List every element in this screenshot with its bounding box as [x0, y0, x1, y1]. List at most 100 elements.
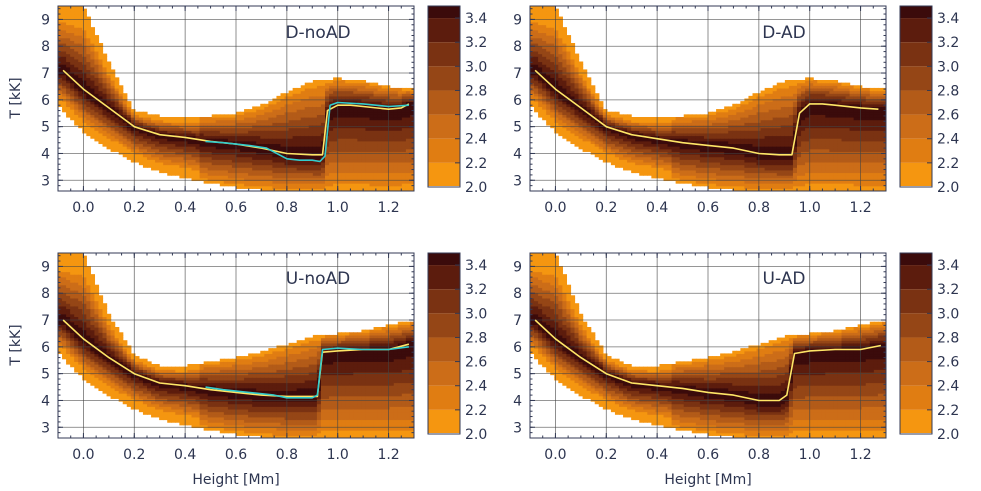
heatmap-cell	[772, 172, 778, 176]
heatmap-cell	[389, 101, 395, 105]
heatmap-cell	[570, 50, 576, 55]
heatmap-cell	[663, 148, 669, 152]
heatmap-cell	[675, 130, 681, 134]
heatmap-cell	[695, 148, 701, 152]
heatmap-cell	[90, 95, 96, 100]
heatmap-cell	[683, 146, 689, 150]
heatmap-cell	[296, 93, 302, 97]
heatmap-cell	[393, 135, 399, 139]
heatmap-cell	[236, 135, 241, 139]
heatmap-cell	[236, 177, 241, 182]
heatmap-cell	[138, 111, 144, 115]
heatmap-cell	[114, 135, 120, 139]
heatmap-cell	[264, 164, 269, 168]
heatmap-cell	[341, 132, 346, 137]
heatmap-cell	[86, 58, 91, 63]
heatmap-cell	[304, 111, 310, 115]
heatmap-cell	[236, 180, 241, 184]
heatmap-cell	[353, 114, 358, 118]
x-tick-label: 0.2	[123, 200, 145, 216]
heatmap-cell	[122, 143, 128, 147]
heatmap-cell	[627, 167, 632, 171]
heatmap-cell	[357, 127, 363, 131]
heatmap-cell	[393, 151, 399, 155]
heatmap-cell	[530, 48, 535, 52]
heatmap-cell	[353, 80, 358, 84]
heatmap-cell	[276, 180, 282, 184]
heatmap-cell	[78, 53, 83, 57]
heatmap-cell	[377, 183, 383, 187]
heatmap-cell	[296, 132, 302, 137]
heatmap-cell	[240, 146, 245, 150]
mean-curve-cyan	[205, 101, 409, 163]
heatmap-cell	[530, 29, 535, 34]
heatmap-cell	[288, 93, 294, 97]
heatmap-cell	[716, 132, 721, 137]
heatmap-cell	[296, 106, 302, 110]
heatmap-cell	[703, 169, 709, 174]
heatmap-cell	[155, 146, 160, 150]
heatmap-cell	[345, 183, 350, 187]
heatmap-cell	[316, 169, 322, 174]
heatmap-cell	[764, 87, 770, 92]
heatmap-cell	[333, 154, 338, 158]
heatmap-cell	[546, 11, 551, 15]
heatmap-cell	[542, 6, 547, 10]
heatmap-cell	[377, 185, 383, 189]
heatmap-cell	[558, 16, 563, 20]
heatmap-cell	[647, 151, 652, 155]
heatmap-cell	[659, 146, 665, 150]
heatmap-cell	[280, 156, 286, 160]
heatmap-cell	[341, 119, 346, 123]
heatmap-cell	[659, 172, 665, 176]
heatmap-cell	[227, 135, 233, 139]
heatmap-cell	[203, 151, 209, 155]
heatmap-cell	[236, 148, 241, 152]
heatmap-cell	[231, 122, 237, 126]
heatmap-cell	[724, 159, 729, 163]
heatmap-cell	[248, 109, 253, 113]
heatmap-cell	[663, 130, 669, 134]
heatmap-cell	[558, 106, 563, 110]
heatmap-cell	[66, 82, 71, 86]
heatmap-cell	[740, 185, 746, 189]
heatmap-cell	[272, 106, 278, 110]
heatmap-cell	[102, 61, 108, 65]
heatmap-cell	[260, 135, 265, 139]
heatmap-cell	[772, 85, 778, 89]
heatmap-cell	[151, 156, 156, 160]
heatmap-cell	[594, 93, 600, 97]
heatmap-cell	[231, 140, 237, 145]
heatmap-cell	[70, 117, 75, 121]
heatmap-cell	[66, 111, 71, 115]
heatmap-cell	[687, 143, 693, 147]
heatmap-cell	[716, 130, 721, 134]
heatmap-cell	[393, 188, 399, 191]
heatmap-cell	[292, 175, 298, 179]
heatmap-cell	[720, 135, 725, 139]
heatmap-cell	[151, 117, 156, 121]
heatmap-cell	[203, 180, 209, 184]
heatmap-cell	[574, 56, 580, 60]
heatmap-cell	[558, 122, 563, 126]
heatmap-cell	[582, 146, 588, 150]
heatmap-cell	[736, 106, 741, 110]
heatmap-cell	[118, 117, 124, 121]
heatmap-cell	[349, 183, 354, 187]
heatmap-cell	[62, 48, 67, 52]
heatmap-cell	[203, 143, 209, 147]
heatmap-cell	[655, 143, 661, 147]
heatmap-cell	[183, 167, 189, 171]
heatmap-cell	[768, 167, 774, 171]
heatmap-cell	[195, 148, 201, 152]
heatmap-cell	[655, 117, 661, 121]
heatmap-cell	[86, 40, 91, 44]
heatmap-cell	[724, 148, 729, 152]
heatmap-cell	[736, 146, 741, 150]
heatmap-cell	[578, 111, 584, 115]
heatmap-cell	[361, 119, 367, 123]
heatmap-cell	[78, 90, 83, 94]
heatmap-cell	[175, 159, 180, 163]
heatmap-cell	[126, 151, 132, 155]
heatmap-cell	[373, 143, 379, 147]
